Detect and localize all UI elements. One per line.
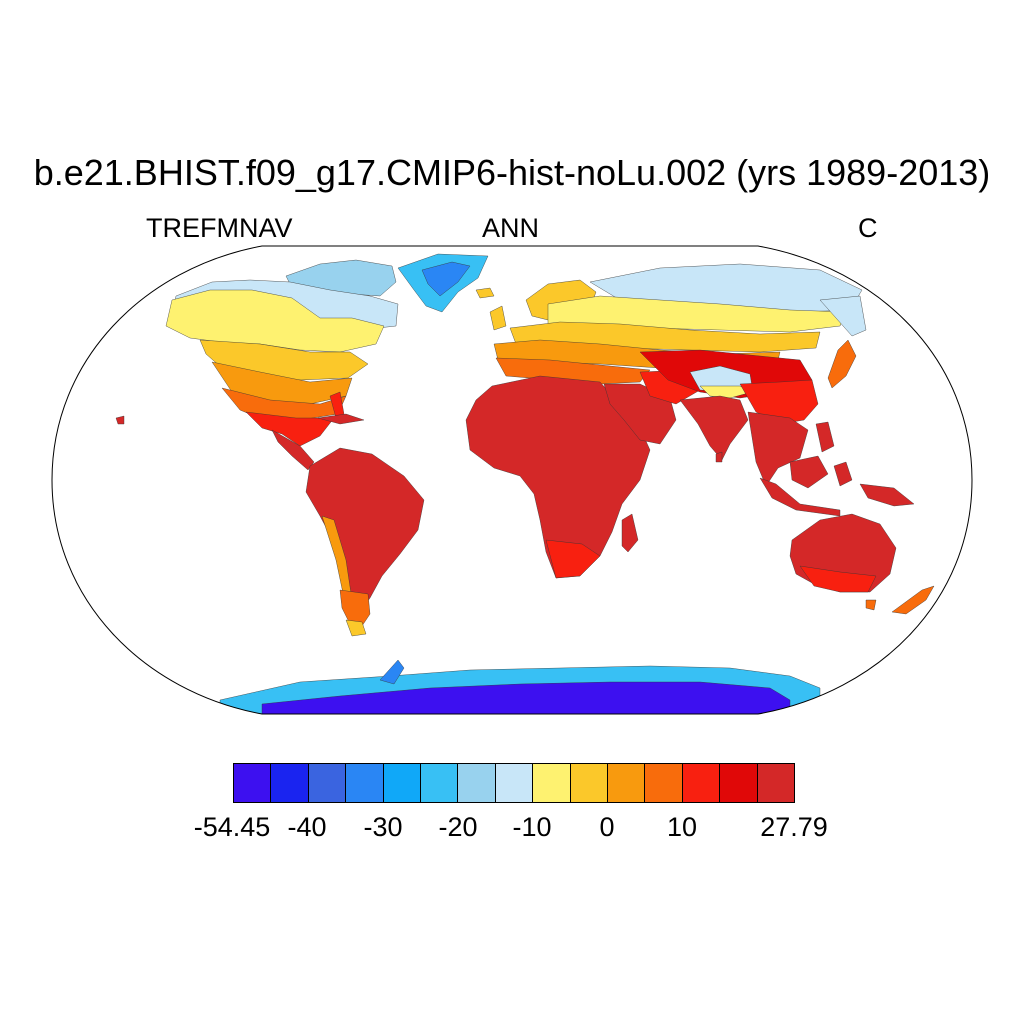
india (679, 395, 749, 461)
tibet-rim (699, 385, 753, 399)
colorbar-swatch (720, 764, 758, 802)
antarctica-interior (261, 681, 791, 714)
patagonia (339, 589, 371, 627)
antarctic-peninsula (379, 659, 405, 685)
colorbar-tick-label: -30 (363, 812, 403, 842)
colorbar-swatch (234, 764, 272, 802)
season-label: ANN (482, 213, 540, 243)
new-guinea (859, 483, 915, 507)
mexico-isthmus (271, 429, 315, 471)
colorbar-swatch (533, 764, 571, 802)
tierra-del-fuego (345, 619, 367, 637)
colorbar-tick-label: -54.45 (193, 812, 271, 842)
colorbar-swatch (645, 764, 683, 802)
caribbean (317, 413, 365, 425)
borneo (789, 455, 829, 489)
australia-south (799, 565, 877, 593)
colorbar-swatch (383, 764, 422, 802)
colorbar-swatch (458, 764, 496, 802)
colorbar-swatch (757, 764, 795, 802)
colorbar-tick-label: -40 (287, 812, 327, 842)
colorbar-swatch (308, 764, 347, 802)
florida (329, 391, 345, 419)
madagascar (621, 513, 639, 553)
variable-label: TREFMNAV (146, 213, 293, 243)
colorbar-swatch (271, 764, 309, 802)
south-america (305, 447, 425, 613)
colorbar (233, 763, 795, 803)
plot-title: b.e21.BHIST.f09_g17.CMIP6-hist-noLu.002 … (33, 152, 991, 193)
iceland (475, 287, 495, 299)
colorbar-swatch (495, 764, 534, 802)
colorbar-swatch (570, 764, 609, 802)
units-label: C (858, 213, 878, 243)
philippines (815, 421, 835, 453)
british-isles (489, 305, 507, 331)
sulawesi (833, 461, 853, 487)
south-africa (545, 539, 601, 579)
greenland-interior (421, 261, 471, 297)
tasmania (865, 599, 877, 611)
japan (827, 339, 857, 389)
colorbar-swatch (346, 764, 384, 802)
sri-lanka (715, 451, 723, 463)
colorbar-swatch (608, 764, 646, 802)
map-border (51, 245, 973, 715)
colorbar-swatch (682, 764, 721, 802)
colorbar-tick-label: 10 (666, 812, 698, 842)
colorbar-tick-label: -20 (438, 812, 478, 842)
colorbar-tick-label: 27.79 (760, 812, 828, 842)
colorbar-tick-label: -10 (512, 812, 552, 842)
new-zealand (891, 585, 935, 615)
colorbar-tick-label: 0 (599, 812, 615, 842)
north-america-yellow (165, 289, 385, 353)
central-america (245, 411, 335, 447)
hawaii (115, 415, 125, 425)
sumatra-java (759, 477, 841, 517)
colorbar-swatch (421, 764, 459, 802)
kamchatka (819, 295, 867, 337)
southeast-asia (747, 411, 809, 487)
